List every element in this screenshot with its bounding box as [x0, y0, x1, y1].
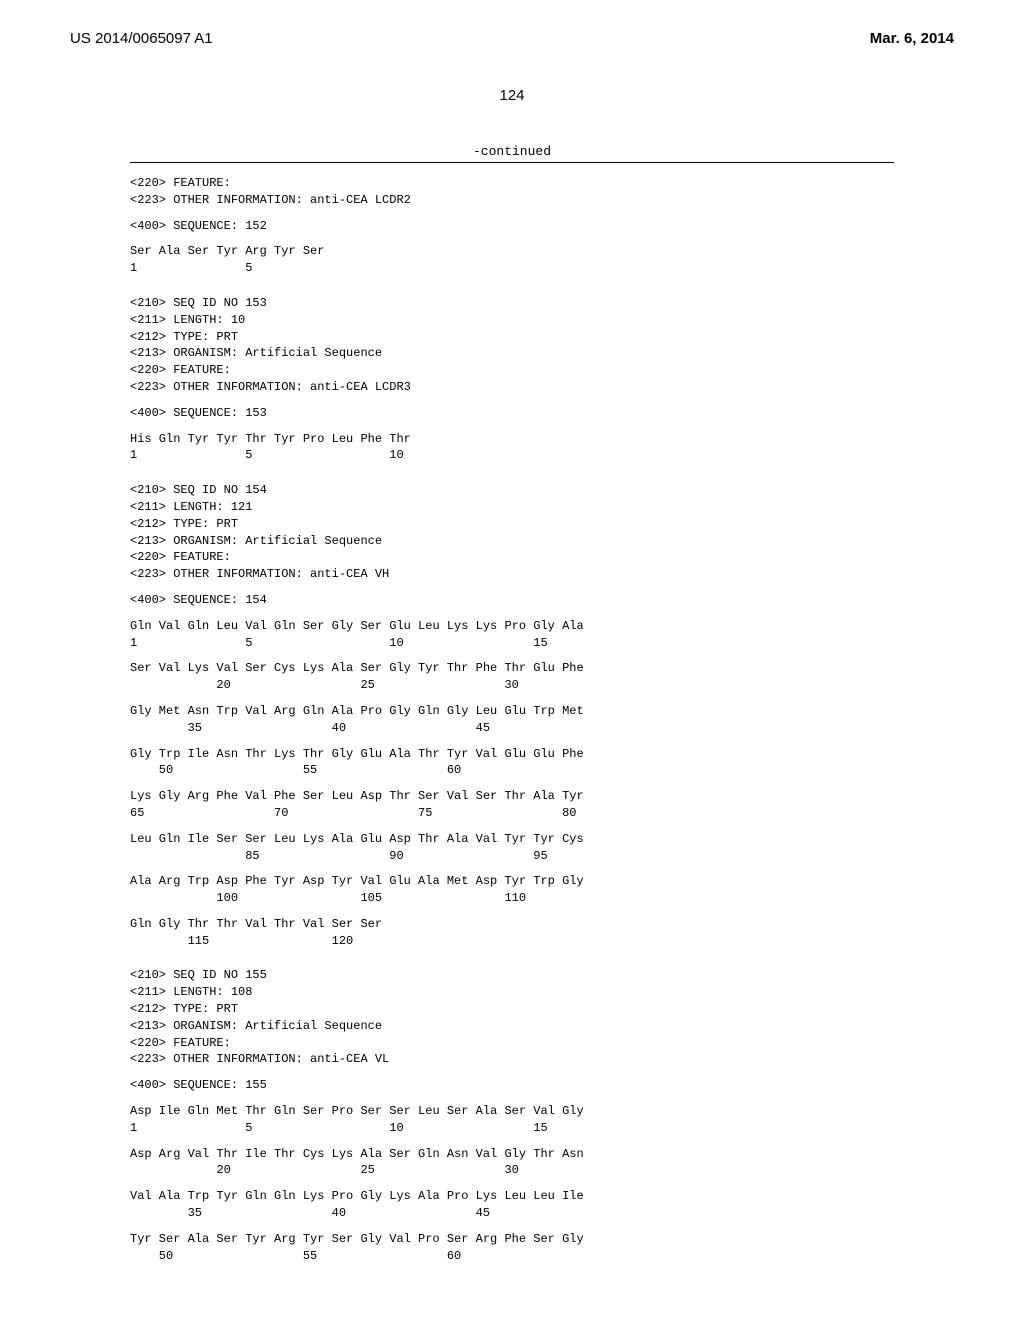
meta-line: <220> FEATURE: — [130, 362, 894, 379]
sequence-line: 115 120 — [130, 933, 894, 950]
meta-line: <400> SEQUENCE: 155 — [130, 1077, 894, 1094]
sequence-line: 65 70 75 80 — [130, 805, 894, 822]
meta-line: <210> SEQ ID NO 155 — [130, 967, 894, 984]
sequence-line: Leu Gln Ile Ser Ser Leu Lys Ala Glu Asp … — [130, 831, 894, 848]
meta-line: <220> FEATURE: — [130, 175, 894, 192]
sequence-line: 50 55 60 — [130, 1248, 894, 1265]
meta-line: <400> SEQUENCE: 153 — [130, 405, 894, 422]
meta-line: <212> TYPE: PRT — [130, 1001, 894, 1018]
sequence-line: 35 40 45 — [130, 720, 894, 737]
sequence-line: Gln Gly Thr Thr Val Thr Val Ser Ser — [130, 916, 894, 933]
sequence-line: Tyr Ser Ala Ser Tyr Arg Tyr Ser Gly Val … — [130, 1231, 894, 1248]
meta-line: <223> OTHER INFORMATION: anti-CEA LCDR2 — [130, 192, 894, 209]
meta-line: <212> TYPE: PRT — [130, 329, 894, 346]
meta-line: <213> ORGANISM: Artificial Sequence — [130, 533, 894, 550]
sequence-line: 1 5 10 15 — [130, 635, 894, 652]
page-number: 124 — [0, 87, 1024, 104]
sequence-line: 85 90 95 — [130, 848, 894, 865]
sequence-line: Gln Val Gln Leu Val Gln Ser Gly Ser Glu … — [130, 618, 894, 635]
sequence-line: 1 5 10 15 — [130, 1120, 894, 1137]
meta-line: <220> FEATURE: — [130, 1035, 894, 1052]
meta-line: <211> LENGTH: 121 — [130, 499, 894, 516]
sequence-line: 20 25 30 — [130, 677, 894, 694]
sequence-line: Ala Arg Trp Asp Phe Tyr Asp Tyr Val Glu … — [130, 873, 894, 890]
meta-line: <220> FEATURE: — [130, 549, 894, 566]
sequence-line: 1 5 10 — [130, 447, 894, 464]
sequence-listing-content: <220> FEATURE:<223> OTHER INFORMATION: a… — [0, 175, 1024, 1264]
meta-line: <223> OTHER INFORMATION: anti-CEA VL — [130, 1051, 894, 1068]
top-divider — [130, 162, 894, 163]
sequence-line: 1 5 — [130, 260, 894, 277]
meta-line: <400> SEQUENCE: 152 — [130, 218, 894, 235]
sequence-line: 50 55 60 — [130, 762, 894, 779]
meta-line: <211> LENGTH: 10 — [130, 312, 894, 329]
sequence-line: Gly Trp Ile Asn Thr Lys Thr Gly Glu Ala … — [130, 746, 894, 763]
meta-line: <223> OTHER INFORMATION: anti-CEA VH — [130, 566, 894, 583]
sequence-line: 35 40 45 — [130, 1205, 894, 1222]
meta-line: <210> SEQ ID NO 153 — [130, 295, 894, 312]
sequence-line: His Gln Tyr Tyr Thr Tyr Pro Leu Phe Thr — [130, 431, 894, 448]
sequence-line: Ser Ala Ser Tyr Arg Tyr Ser — [130, 243, 894, 260]
sequence-line: Lys Gly Arg Phe Val Phe Ser Leu Asp Thr … — [130, 788, 894, 805]
sequence-line: Ser Val Lys Val Ser Cys Lys Ala Ser Gly … — [130, 660, 894, 677]
sequence-line: Asp Arg Val Thr Ile Thr Cys Lys Ala Ser … — [130, 1146, 894, 1163]
meta-line: <223> OTHER INFORMATION: anti-CEA LCDR3 — [130, 379, 894, 396]
meta-line: <400> SEQUENCE: 154 — [130, 592, 894, 609]
publication-number: US 2014/0065097 A1 — [70, 30, 213, 47]
meta-line: <212> TYPE: PRT — [130, 516, 894, 533]
sequence-line: Asp Ile Gln Met Thr Gln Ser Pro Ser Ser … — [130, 1103, 894, 1120]
meta-line: <210> SEQ ID NO 154 — [130, 482, 894, 499]
publication-date: Mar. 6, 2014 — [870, 30, 954, 47]
sequence-line: 20 25 30 — [130, 1162, 894, 1179]
meta-line: <213> ORGANISM: Artificial Sequence — [130, 345, 894, 362]
sequence-line: 100 105 110 — [130, 890, 894, 907]
sequence-line: Gly Met Asn Trp Val Arg Gln Ala Pro Gly … — [130, 703, 894, 720]
meta-line: <213> ORGANISM: Artificial Sequence — [130, 1018, 894, 1035]
sequence-line: Val Ala Trp Tyr Gln Gln Lys Pro Gly Lys … — [130, 1188, 894, 1205]
meta-line: <211> LENGTH: 108 — [130, 984, 894, 1001]
page-header: US 2014/0065097 A1 Mar. 6, 2014 — [0, 0, 1024, 57]
continued-label: -continued — [0, 144, 1024, 159]
